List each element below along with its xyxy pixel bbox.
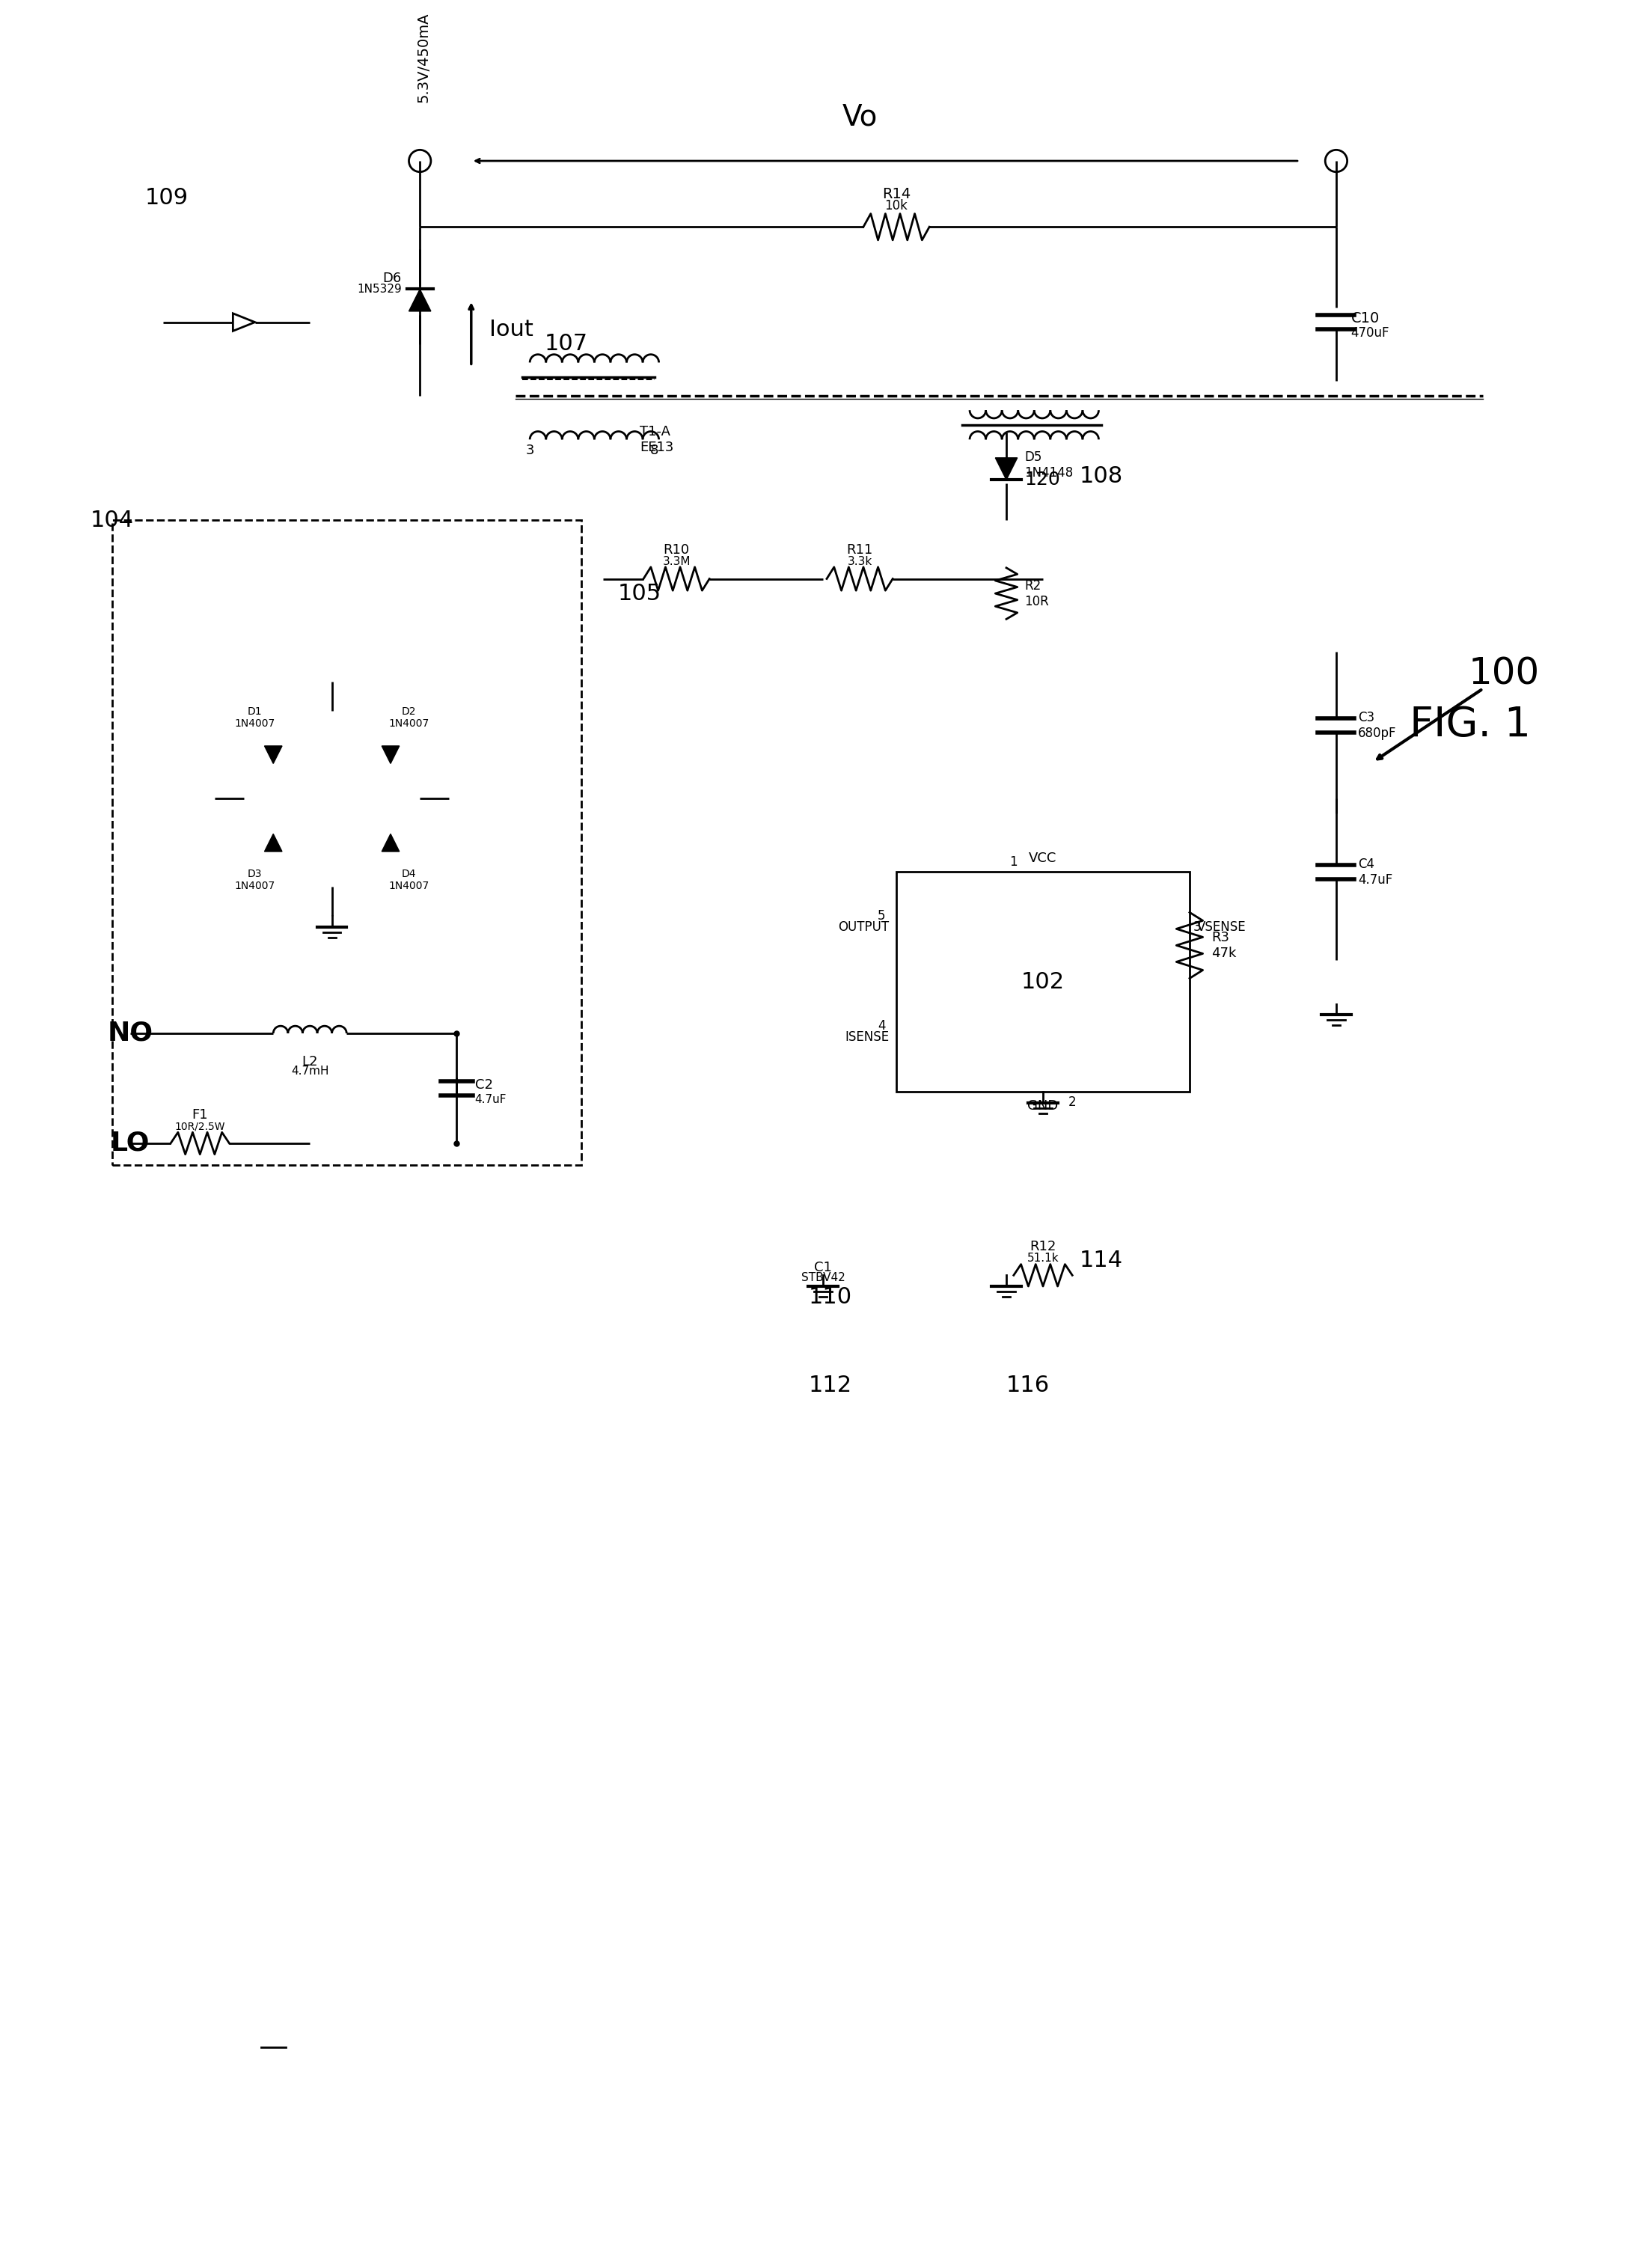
Text: D5
1N4148: D5 1N4148 [1024,451,1074,480]
Text: 102: 102 [1021,972,1066,992]
Text: D1
1N4007: D1 1N4007 [235,707,276,729]
Text: 5: 5 [877,908,885,922]
Text: 470uF: 470uF [1351,326,1389,340]
Text: R2
10R: R2 10R [1024,580,1049,607]
Text: R10: R10 [664,544,689,557]
Text: 3.3M: 3.3M [662,555,691,566]
Text: D4
1N4007: D4 1N4007 [388,867,430,890]
Text: STBV42: STBV42 [801,1273,846,1284]
Text: 1N5329: 1N5329 [357,283,401,294]
Text: VSENSE: VSENSE [1198,920,1246,933]
Text: 105: 105 [618,582,661,605]
Text: Iout: Iout [489,319,534,340]
Text: 114: 114 [1080,1250,1123,1271]
Text: 5.3V/450mA: 5.3V/450mA [416,11,431,102]
Text: 10k: 10k [885,199,909,213]
Text: 10R/2.5W: 10R/2.5W [175,1121,225,1132]
Text: 4.7mH: 4.7mH [291,1065,329,1076]
Text: ISENSE: ISENSE [844,1031,889,1044]
Text: NO: NO [107,1022,154,1046]
Bar [897,872,1189,1092]
Text: Vo: Vo [843,104,877,131]
Polygon shape [264,745,282,763]
Text: L2: L2 [302,1055,317,1069]
Text: 107: 107 [545,333,588,356]
Text: D6: D6 [383,272,401,285]
Text: 3: 3 [525,444,534,458]
Text: C4
4.7uF: C4 4.7uF [1358,858,1393,886]
Text: C10: C10 [1351,310,1379,326]
Text: C3
680pF: C3 680pF [1358,711,1396,741]
Text: 3.3k: 3.3k [847,555,872,566]
Text: 3: 3 [1193,920,1201,933]
Text: LO: LO [111,1130,150,1155]
Text: R3
47k: R3 47k [1211,931,1237,960]
Text: 120: 120 [1024,471,1061,489]
Text: R14: R14 [882,188,910,202]
Text: D3
1N4007: D3 1N4007 [235,867,276,890]
Text: R12: R12 [1029,1239,1056,1253]
Text: D2
1N4007: D2 1N4007 [388,707,430,729]
Text: C1: C1 [814,1262,833,1275]
Text: 112: 112 [808,1375,852,1395]
Polygon shape [410,290,431,310]
Text: 51.1k: 51.1k [1028,1253,1059,1264]
Text: OUTPUT: OUTPUT [838,920,889,933]
Text: 1: 1 [1009,854,1018,867]
Text: 8: 8 [651,444,659,458]
Text: 2: 2 [1069,1096,1077,1110]
Text: VCC: VCC [1029,852,1057,865]
Text: FIG. 1: FIG. 1 [1409,704,1531,745]
Text: 108: 108 [1080,464,1123,487]
Text: F1: F1 [192,1108,208,1121]
Polygon shape [382,745,400,763]
Polygon shape [382,834,400,852]
Text: 104: 104 [89,510,134,530]
Text: 4.7uF: 4.7uF [474,1094,507,1105]
Text: 116: 116 [1006,1375,1049,1395]
Text: C2: C2 [474,1078,492,1092]
Text: GND: GND [1028,1099,1059,1112]
Text: 110: 110 [808,1287,852,1309]
Text: 109: 109 [145,186,188,208]
Text: T1-A
EE13: T1-A EE13 [639,426,674,453]
Polygon shape [996,458,1018,480]
Text: R11: R11 [846,544,872,557]
Text: 4: 4 [877,1019,885,1033]
Text: 100: 100 [1469,657,1540,693]
Polygon shape [264,834,282,852]
